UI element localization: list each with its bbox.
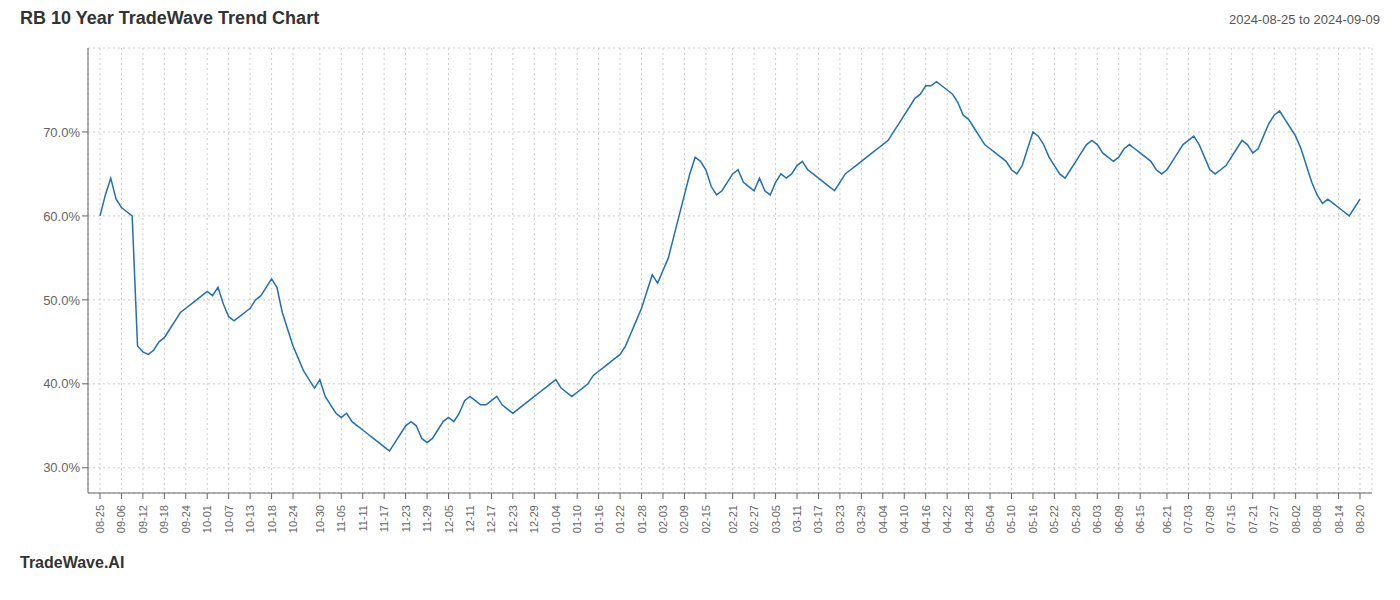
svg-text:04-22: 04-22 bbox=[941, 505, 953, 533]
svg-text:08-20: 08-20 bbox=[1354, 505, 1366, 533]
svg-text:12-11: 12-11 bbox=[464, 505, 476, 532]
svg-text:07-03: 07-03 bbox=[1182, 505, 1194, 533]
svg-text:06-09: 06-09 bbox=[1113, 505, 1125, 533]
svg-text:02-27: 02-27 bbox=[748, 505, 760, 533]
svg-text:50.0%: 50.0% bbox=[43, 293, 80, 308]
svg-text:11-17: 11-17 bbox=[378, 505, 390, 532]
svg-text:11-29: 11-29 bbox=[421, 505, 433, 532]
svg-text:10-01: 10-01 bbox=[201, 505, 213, 533]
svg-text:40.0%: 40.0% bbox=[43, 376, 80, 391]
svg-text:07-09: 07-09 bbox=[1204, 505, 1216, 533]
svg-text:03-29: 03-29 bbox=[855, 505, 867, 533]
svg-text:09-24: 09-24 bbox=[180, 505, 192, 533]
svg-text:04-04: 04-04 bbox=[877, 505, 889, 533]
svg-text:10-07: 10-07 bbox=[223, 505, 235, 533]
svg-text:03-05: 03-05 bbox=[770, 505, 782, 533]
svg-text:09-06: 09-06 bbox=[115, 505, 127, 533]
svg-text:08-02: 08-02 bbox=[1290, 505, 1302, 533]
svg-text:05-16: 05-16 bbox=[1027, 505, 1039, 533]
svg-text:04-28: 04-28 bbox=[963, 505, 975, 533]
svg-text:10-18: 10-18 bbox=[266, 505, 278, 533]
svg-text:70.0%: 70.0% bbox=[43, 125, 80, 140]
svg-text:05-22: 05-22 bbox=[1048, 505, 1060, 533]
svg-text:09-12: 09-12 bbox=[137, 505, 149, 533]
svg-text:07-15: 07-15 bbox=[1225, 505, 1237, 533]
svg-text:03-23: 03-23 bbox=[834, 505, 846, 533]
svg-text:05-28: 05-28 bbox=[1070, 505, 1082, 533]
svg-text:12-05: 12-05 bbox=[443, 505, 455, 533]
svg-text:02-21: 02-21 bbox=[727, 505, 739, 533]
svg-text:01-28: 01-28 bbox=[636, 505, 648, 533]
svg-text:11-11: 11-11 bbox=[357, 505, 369, 532]
svg-text:02-03: 02-03 bbox=[657, 505, 669, 533]
svg-text:05-04: 05-04 bbox=[984, 505, 996, 533]
svg-text:10-24: 10-24 bbox=[287, 505, 299, 533]
html-text:2024-08-25 to 2024-09-09: 2024-08-25 to 2024-09-09 bbox=[1228, 12, 1380, 27]
html-text:TradeWave.AI: TradeWave.AI bbox=[20, 554, 125, 571]
svg-text:01-04: 01-04 bbox=[550, 505, 562, 533]
svg-text:12-29: 12-29 bbox=[528, 505, 540, 533]
svg-text:01-16: 01-16 bbox=[593, 505, 605, 533]
svg-text:01-22: 01-22 bbox=[614, 505, 626, 533]
svg-text:02-15: 02-15 bbox=[700, 505, 712, 533]
svg-text:11-23: 11-23 bbox=[400, 505, 412, 532]
svg-text:05-10: 05-10 bbox=[1005, 505, 1017, 533]
svg-text:06-03: 06-03 bbox=[1091, 505, 1103, 533]
svg-text:07-21: 07-21 bbox=[1247, 505, 1259, 533]
svg-text:08-14: 08-14 bbox=[1333, 505, 1345, 533]
svg-text:04-16: 04-16 bbox=[920, 505, 932, 533]
svg-text:10-30: 10-30 bbox=[314, 505, 326, 533]
svg-text:02-09: 02-09 bbox=[678, 505, 690, 533]
svg-text:04-10: 04-10 bbox=[898, 505, 910, 533]
svg-text:12-17: 12-17 bbox=[485, 505, 497, 533]
svg-text:06-15: 06-15 bbox=[1134, 505, 1146, 533]
html-text:RB 10 Year TradeWave Trend Cha: RB 10 Year TradeWave Trend Chart bbox=[20, 8, 320, 28]
svg-text:09-18: 09-18 bbox=[158, 505, 170, 533]
svg-text:08-25: 08-25 bbox=[94, 505, 106, 533]
svg-text:11-05: 11-05 bbox=[335, 505, 347, 532]
svg-text:08-08: 08-08 bbox=[1311, 505, 1323, 533]
svg-text:10-13: 10-13 bbox=[244, 505, 256, 533]
svg-text:30.0%: 30.0% bbox=[43, 460, 80, 475]
svg-text:06-21: 06-21 bbox=[1161, 505, 1173, 533]
svg-text:60.0%: 60.0% bbox=[43, 209, 80, 224]
svg-text:03-17: 03-17 bbox=[812, 505, 824, 533]
svg-text:03-11: 03-11 bbox=[791, 505, 803, 532]
svg-text:01-10: 01-10 bbox=[571, 505, 583, 533]
svg-text:12-23: 12-23 bbox=[507, 505, 519, 533]
svg-text:07-27: 07-27 bbox=[1268, 505, 1280, 533]
